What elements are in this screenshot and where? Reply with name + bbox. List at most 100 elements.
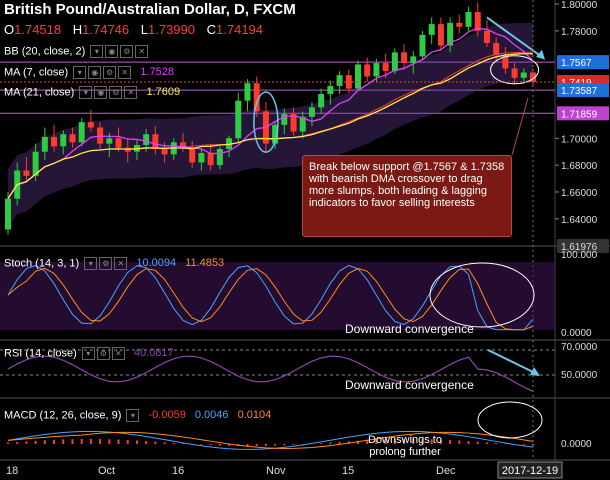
candle-body	[318, 93, 325, 108]
macd-legend[interactable]: MACD (12, 26, close, 9) ▾ -0.0059 0.0046…	[4, 409, 271, 422]
dropdown-icon[interactable]: ▾	[90, 45, 104, 58]
ma7-value: 1.7528	[140, 66, 174, 79]
stoch-ellipse	[429, 262, 535, 328]
ohlc-open-key: O	[4, 22, 15, 37]
candle-body	[355, 64, 361, 89]
candle-body	[115, 138, 122, 148]
candle-body	[152, 134, 159, 150]
macd-axis-label: 0.0000	[561, 439, 592, 450]
candle-body	[410, 56, 417, 64]
settings-icon[interactable]: ⚙	[109, 86, 123, 99]
candle	[23, 157, 30, 182]
price-tag-bg	[557, 55, 609, 70]
ohlc-close: 1.74194	[216, 22, 264, 37]
candle	[419, 30, 426, 61]
ohlc-high-key: H	[72, 22, 83, 37]
candle	[272, 120, 279, 150]
x-axis-label: 16	[172, 465, 184, 477]
stoch-band	[0, 262, 555, 330]
visibility-icon[interactable]: ◉	[105, 45, 119, 58]
candle	[474, 2, 481, 37]
candle-body	[419, 34, 426, 57]
candle	[216, 146, 223, 170]
candle	[382, 53, 389, 78]
candle	[355, 60, 361, 92]
visibility-icon[interactable]: ◉	[88, 66, 102, 79]
candle	[152, 126, 159, 155]
dropdown-icon[interactable]: ▾	[81, 347, 95, 360]
candle	[345, 69, 352, 93]
rsi-note: Downward convergence	[345, 378, 474, 392]
candle-body	[253, 83, 260, 112]
down-arrow-head	[536, 49, 545, 60]
ma7-legend[interactable]: MA (7, close) ▾ ◉ ⚙ ✕ 1.7528	[4, 66, 174, 79]
ohlc-low: 1.73990	[148, 22, 195, 37]
close-icon[interactable]: ✕	[114, 257, 128, 270]
close-icon[interactable]: ✕	[135, 45, 149, 58]
candle-body	[207, 153, 214, 166]
candle-body	[373, 63, 380, 77]
candle	[437, 17, 444, 51]
settings-icon[interactable]: ⚙	[120, 45, 134, 58]
dropdown-icon[interactable]: ▾	[84, 257, 98, 270]
stoch-k-value: 10.0094	[136, 257, 177, 270]
visibility-icon[interactable]: ◉	[94, 86, 108, 99]
price-tag: 1.71859	[561, 109, 598, 120]
ohlc-close-key: C	[206, 22, 217, 37]
ma21-line	[7, 52, 534, 200]
candle	[78, 118, 85, 147]
down-arrow	[486, 16, 544, 59]
candle	[115, 127, 122, 152]
close-icon[interactable]: ✕	[111, 347, 125, 360]
candle	[189, 140, 196, 168]
candle-body	[281, 114, 288, 125]
ma21-label: MA (21, close)	[4, 86, 75, 99]
ohlc-readout: O1.74518 H1.74746 L1.73990 C1.74194	[4, 22, 271, 37]
settings-icon[interactable]: ⚙	[99, 257, 113, 270]
bollinger-band	[8, 22, 533, 229]
candle-body	[456, 22, 463, 27]
chart-title: British Pound/Australian Dollar, D, FXCM	[4, 1, 296, 18]
candle	[87, 110, 94, 132]
candle	[290, 107, 297, 136]
stoch-d-value: 11.4853	[185, 257, 225, 270]
candle	[299, 111, 306, 139]
macd-line-value: 0.0046	[194, 409, 229, 422]
candle-body	[216, 149, 223, 166]
rsi-axis-label: 50.0000	[561, 370, 598, 381]
bb-legend[interactable]: BB (20, close, 2) ▾ ◉ ⚙ ✕	[4, 45, 149, 58]
close-icon[interactable]: ✕	[124, 86, 138, 99]
price-tag-bg	[557, 106, 609, 121]
candle	[5, 191, 11, 235]
dropdown-icon[interactable]: ▾	[126, 409, 140, 422]
candle-body	[382, 63, 389, 72]
rsi-line	[7, 355, 534, 392]
candle-body	[327, 85, 334, 94]
dropdown-icon[interactable]: ▾	[79, 86, 93, 99]
macd-label: MACD (12, 26, close, 9)	[4, 409, 122, 422]
settings-icon[interactable]: ⚙	[96, 347, 110, 360]
ma7-line	[7, 27, 534, 200]
rsi-axis-label: 70.0000	[561, 342, 598, 353]
settings-icon[interactable]: ⚙	[103, 66, 117, 79]
stoch-legend[interactable]: Stoch (14, 3, 1) ▾ ⚙ ✕ 10.0094 11.4853	[4, 257, 224, 270]
ohlc-low-key: L	[140, 22, 148, 37]
macd-signal-line	[7, 431, 534, 449]
ma21-legend[interactable]: MA (21, close) ▾ ◉ ⚙ ✕ 1.7609	[4, 86, 180, 99]
candle-body	[51, 136, 58, 147]
dropdown-icon[interactable]: ▾	[73, 66, 87, 79]
candle-body	[308, 107, 315, 117]
candle	[244, 79, 251, 112]
close-icon[interactable]: ✕	[118, 66, 132, 79]
rsi-legend[interactable]: RSI (14, close) ▾ ⚙ ✕ 40.0817	[4, 347, 174, 360]
candle	[308, 102, 315, 127]
rsi-value: 40.0817	[133, 347, 174, 360]
macd-signal-value: 0.0104	[237, 409, 272, 422]
candle	[51, 124, 58, 152]
candle-body	[364, 64, 371, 77]
candle	[511, 63, 518, 85]
candle	[456, 14, 463, 34]
candle	[483, 20, 490, 47]
candle-body	[401, 52, 408, 64]
